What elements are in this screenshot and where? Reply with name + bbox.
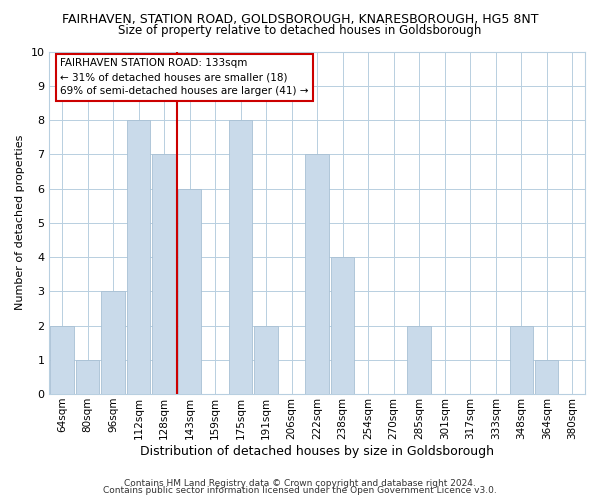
Bar — [535, 360, 559, 394]
Y-axis label: Number of detached properties: Number of detached properties — [15, 135, 25, 310]
Text: FAIRHAVEN, STATION ROAD, GOLDSBOROUGH, KNARESBOROUGH, HG5 8NT: FAIRHAVEN, STATION ROAD, GOLDSBOROUGH, K… — [62, 12, 538, 26]
Bar — [254, 326, 278, 394]
Text: FAIRHAVEN STATION ROAD: 133sqm
← 31% of detached houses are smaller (18)
69% of : FAIRHAVEN STATION ROAD: 133sqm ← 31% of … — [60, 58, 308, 96]
Bar — [50, 326, 74, 394]
Bar — [127, 120, 151, 394]
Text: Size of property relative to detached houses in Goldsborough: Size of property relative to detached ho… — [118, 24, 482, 37]
Bar — [407, 326, 431, 394]
X-axis label: Distribution of detached houses by size in Goldsborough: Distribution of detached houses by size … — [140, 444, 494, 458]
Bar — [509, 326, 533, 394]
Text: Contains public sector information licensed under the Open Government Licence v3: Contains public sector information licen… — [103, 486, 497, 495]
Bar — [331, 257, 355, 394]
Bar — [152, 154, 176, 394]
Bar — [76, 360, 100, 394]
Bar — [229, 120, 253, 394]
Text: Contains HM Land Registry data © Crown copyright and database right 2024.: Contains HM Land Registry data © Crown c… — [124, 478, 476, 488]
Bar — [101, 292, 125, 394]
Bar — [305, 154, 329, 394]
Bar — [178, 188, 202, 394]
